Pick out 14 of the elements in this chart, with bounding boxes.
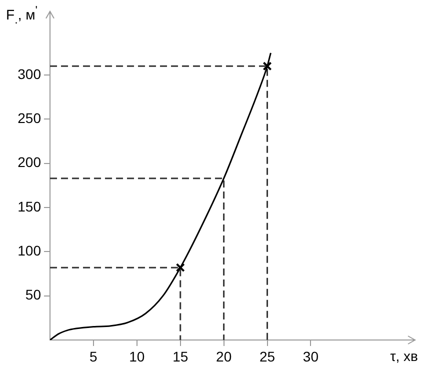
x-tick-label: 15 [172,348,188,364]
y-tick-label: 200 [18,154,42,170]
y-tick-label: 250 [18,110,42,126]
y-tick-label: 100 [18,242,42,259]
y-axis-title: F$_{.}$, м$^{'}$ [6,4,38,26]
y-tick-label: 50 [25,286,42,303]
x-tick-label: 20 [216,348,232,364]
x-tick-label: 5 [90,348,98,364]
x-tick-label: 25 [259,348,276,364]
x-tick-label: 10 [129,348,145,364]
x-axis-title: τ, хв [390,348,418,364]
y-tick-label: 150 [18,198,42,214]
x-tick-label: 30 [302,348,319,364]
y-tick-label: 300 [18,66,42,82]
